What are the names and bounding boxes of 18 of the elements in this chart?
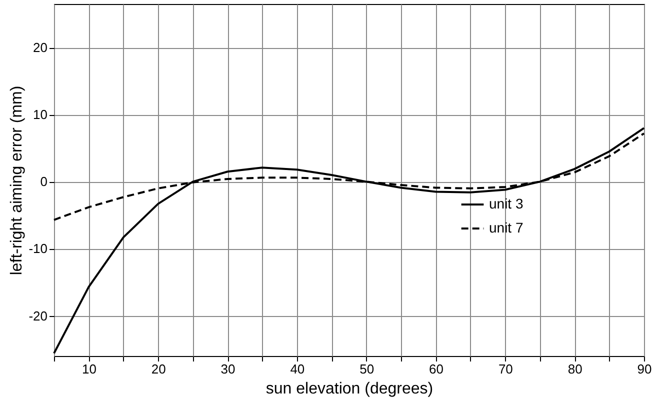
x-tick-label: 90 xyxy=(637,362,652,376)
y-tick-label: -10 xyxy=(28,241,48,256)
y-tick-label: 20 xyxy=(33,40,48,56)
x-tick-label: 10 xyxy=(82,362,96,376)
x-tick-label: 30 xyxy=(220,362,236,376)
x-tick-label: 80 xyxy=(568,362,582,376)
y-tick-label: 0 xyxy=(40,174,48,190)
legend-label: unit 7 xyxy=(489,220,524,236)
legend-label: unit 3 xyxy=(489,196,524,212)
x-tick-label: 70 xyxy=(498,362,513,376)
y-axis-title: left-right aiming error (mm) xyxy=(8,86,26,276)
x-tick-label: 40 xyxy=(290,362,305,376)
y-tick-label: 10 xyxy=(33,107,48,122)
x-tick-label: 20 xyxy=(151,362,166,376)
x-tick-label: 60 xyxy=(429,362,444,376)
y-tick-label: -20 xyxy=(28,308,48,324)
x-axis-title: sun elevation (degrees) xyxy=(266,380,434,398)
x-tick-label: 50 xyxy=(360,362,374,376)
